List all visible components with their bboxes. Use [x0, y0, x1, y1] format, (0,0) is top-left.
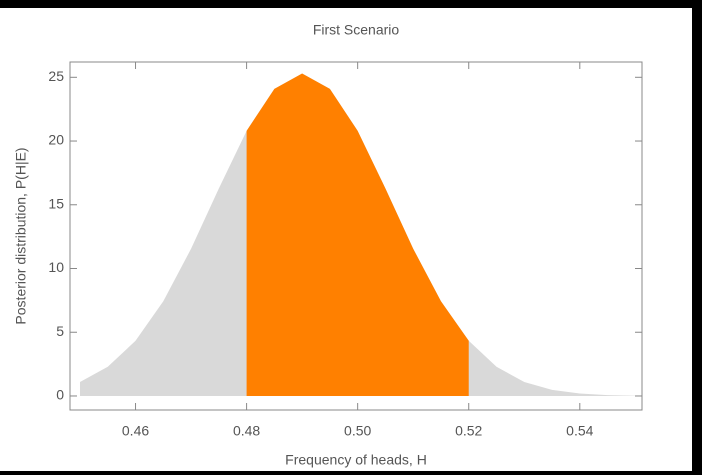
plot-frame	[69, 61, 643, 411]
y-axis-label: Posterior distribution, P(H|E)	[13, 147, 29, 324]
x-tick-label: 0.50	[344, 423, 371, 439]
y-tick-label: 0	[56, 387, 64, 403]
chart-title: First Scenario	[313, 22, 400, 38]
x-tick-label: 0.52	[455, 423, 482, 439]
x-tick-label: 0.46	[122, 423, 149, 439]
y-tick-label: 25	[48, 68, 64, 84]
highlight-area	[246, 73, 469, 396]
y-tick-label: 5	[56, 323, 64, 339]
y-tick-label: 10	[48, 259, 64, 275]
x-tick-label: 0.48	[233, 423, 260, 439]
y-tick-label: 20	[48, 132, 64, 148]
x-tick-label: 0.54	[566, 423, 593, 439]
y-tick-label: 15	[48, 195, 64, 211]
x-axis-label: Frequency of heads, H	[285, 452, 427, 468]
